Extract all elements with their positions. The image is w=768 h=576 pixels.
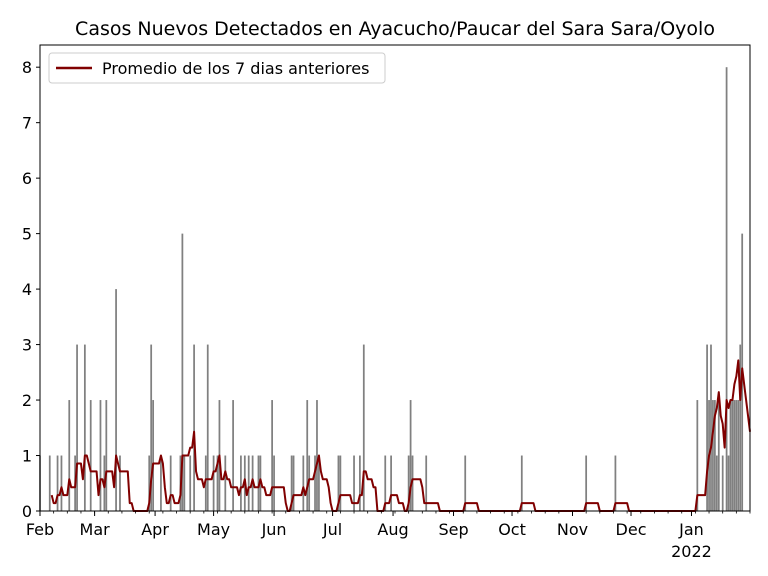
bar: [119, 455, 121, 511]
bar: [318, 455, 320, 511]
x-tick-label: Oct: [498, 520, 526, 539]
bar: [739, 344, 742, 511]
legend-label: Promedio de los 7 dias anteriores: [102, 59, 369, 78]
bar: [292, 455, 295, 511]
bar: [339, 455, 342, 511]
bar: [271, 400, 273, 511]
x-tick-label: Dec: [616, 520, 647, 539]
bar: [314, 455, 316, 511]
bar: [150, 344, 153, 511]
bar: [337, 455, 340, 511]
bar: [710, 344, 712, 511]
bar: [731, 400, 734, 511]
bar: [353, 455, 355, 511]
bar: [316, 400, 318, 511]
bar: [735, 400, 738, 511]
x-tick-label: Aug: [377, 520, 408, 539]
x-tick-label: Nov: [557, 520, 588, 539]
bar: [99, 400, 102, 511]
bar: [362, 344, 365, 511]
bar: [83, 344, 86, 511]
x-tick-label: May: [197, 520, 230, 539]
x-tick-label: Sep: [438, 520, 468, 539]
bar: [585, 455, 588, 511]
bar: [520, 455, 523, 511]
chart-title: Casos Nuevos Detectados en Ayacucho/Pauc…: [75, 18, 715, 40]
bar: [193, 344, 195, 511]
bar: [189, 455, 192, 511]
bar: [216, 455, 219, 511]
bar: [409, 400, 412, 511]
x-tick-label: Apr: [141, 520, 169, 539]
bar: [56, 455, 59, 511]
y-tick-label: 1: [22, 447, 32, 466]
x-tick-label: Mar: [80, 520, 111, 539]
legend-box: [48, 52, 386, 84]
bar: [614, 455, 617, 511]
bar: [290, 455, 293, 511]
bar: [273, 455, 275, 511]
y-tick-label: 0: [22, 502, 32, 521]
bar: [721, 455, 724, 511]
bar: [706, 344, 708, 511]
bar: [306, 400, 309, 511]
bar: [302, 455, 305, 511]
bar: [714, 400, 716, 511]
y-tick-label: 3: [22, 336, 32, 355]
y-tick-label: 6: [22, 169, 32, 188]
bar: [232, 400, 234, 511]
y-tick-label: 5: [22, 225, 32, 244]
bar: [60, 455, 63, 511]
bar: [160, 455, 162, 511]
bar: [240, 455, 242, 511]
x-tick-label: Jan: [678, 520, 704, 539]
bar: [206, 344, 209, 511]
x-tick-label: Jun: [261, 520, 287, 539]
bar: [105, 400, 108, 511]
bar: [148, 455, 151, 511]
x-tick-label: Jul: [322, 520, 342, 539]
bar: [737, 400, 740, 511]
y-tick-label: 2: [22, 391, 32, 410]
bar: [715, 455, 718, 511]
bar: [696, 400, 699, 511]
y-tick-label: 8: [22, 58, 32, 77]
bar: [115, 289, 117, 511]
bar: [212, 455, 215, 511]
bar: [181, 233, 184, 511]
bar: [169, 455, 172, 511]
x-axis: Feb Mar Apr May Jun Jul Aug Sep Oct Nov Dec Jan 2022: [26, 511, 751, 561]
bar: [407, 455, 410, 511]
bar: [224, 455, 227, 511]
bar: [425, 455, 428, 511]
bar: [183, 455, 186, 511]
x-tick-label: Feb: [26, 520, 54, 539]
bar: [717, 400, 720, 511]
bar: [729, 400, 732, 511]
bar: [384, 455, 387, 511]
bar: [733, 400, 736, 511]
bar: [76, 344, 78, 511]
bar: [247, 455, 250, 511]
bar: [359, 455, 361, 511]
y-tick-label: 4: [22, 280, 32, 299]
legend: Promedio de los 7 dias anteriores: [48, 52, 386, 84]
y-tick-label: 7: [22, 114, 32, 133]
x-tick-year-label: 2022: [671, 542, 712, 561]
bar: [725, 67, 728, 511]
bar: [712, 400, 714, 511]
bar: [390, 455, 392, 511]
bar: [68, 400, 71, 511]
bar: [48, 455, 51, 511]
bar: [152, 400, 155, 511]
y-axis: 0 1 2 3 4 5 6 7 8: [22, 58, 40, 521]
bar: [89, 400, 92, 511]
bar: [727, 455, 730, 511]
bar: [464, 455, 467, 511]
